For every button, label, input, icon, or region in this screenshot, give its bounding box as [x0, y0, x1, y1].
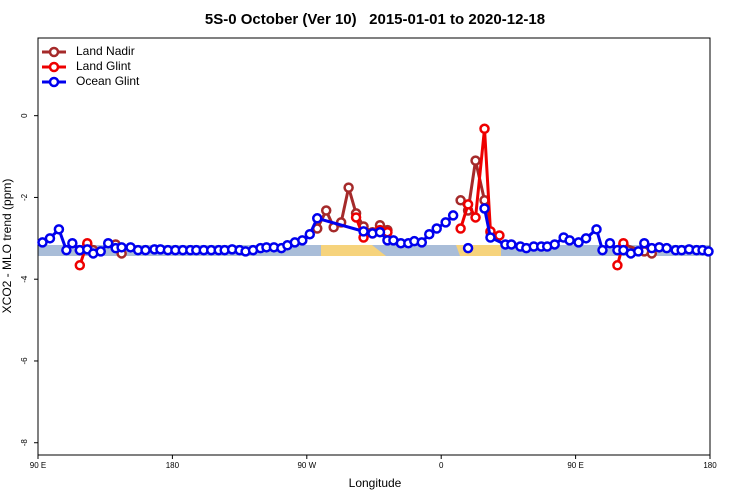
series-point	[304, 228, 316, 240]
series-point	[612, 260, 623, 271]
legend-label: Land Nadir	[76, 44, 135, 58]
series-point	[462, 199, 474, 210]
series-point	[597, 244, 608, 256]
series-point	[494, 230, 505, 241]
series-point	[95, 246, 106, 257]
series-point	[633, 246, 644, 257]
series-point	[140, 244, 151, 256]
series-point	[703, 246, 714, 257]
series-point	[61, 244, 72, 256]
series-point	[564, 235, 575, 246]
series-point	[485, 232, 496, 243]
series-point	[44, 233, 56, 244]
legend-marker	[48, 46, 60, 58]
series-point	[116, 242, 127, 253]
series-point	[462, 242, 474, 254]
series-point	[573, 237, 584, 248]
series-point	[53, 224, 65, 235]
x-axis-label: Longitude	[349, 476, 402, 490]
series-point	[431, 223, 442, 234]
series-point	[455, 195, 466, 206]
series-point	[447, 210, 459, 221]
series-point	[74, 260, 86, 271]
y-tick-label: 0	[20, 113, 29, 118]
series-point	[580, 233, 592, 244]
y-tick-label: -4	[20, 275, 29, 283]
land-band	[456, 245, 501, 256]
x-tick-label: 90 E	[30, 461, 46, 470]
series-point	[374, 226, 386, 238]
series-point	[67, 237, 78, 249]
y-tick-label: -2	[20, 193, 29, 201]
series-point	[102, 237, 114, 249]
chart-title: 5S-0 October (Ver 10) 2015-01-01 to 2020…	[205, 11, 545, 28]
series-point	[470, 155, 481, 166]
legend-marker	[48, 76, 60, 88]
series-point	[358, 226, 369, 237]
y-tick-label: -8	[20, 439, 29, 447]
x-tick-label: 180	[703, 461, 717, 470]
series-point	[416, 237, 428, 248]
series-point	[440, 217, 451, 228]
legend-marker	[48, 61, 60, 73]
series-point	[424, 228, 435, 240]
legend-label: Ocean Glint	[76, 74, 140, 88]
series-point	[479, 123, 490, 135]
series-point	[455, 223, 466, 234]
series-point	[320, 205, 332, 216]
series-point	[479, 203, 490, 214]
series-point	[350, 212, 362, 223]
x-tick-label: 90 E	[567, 461, 583, 470]
series-point	[297, 235, 308, 246]
series-point	[343, 182, 354, 193]
land-band	[321, 245, 386, 256]
series-point	[549, 239, 560, 250]
x-tick-label: 0	[439, 461, 444, 470]
x-tick-label: 180	[166, 461, 180, 470]
series-point	[661, 242, 672, 254]
y-tick-label: -6	[20, 357, 29, 365]
series-point	[37, 237, 48, 248]
series-point	[639, 237, 650, 249]
series-point	[604, 237, 616, 249]
series-point	[591, 224, 602, 235]
series-point	[506, 239, 517, 250]
series-point	[312, 213, 323, 224]
y-axis-label: XCO2 - MLO trend (ppm)	[0, 179, 14, 314]
x-tick-label: 90 W	[297, 461, 316, 470]
series-point	[470, 212, 481, 223]
legend-label: Land Glint	[76, 59, 131, 73]
